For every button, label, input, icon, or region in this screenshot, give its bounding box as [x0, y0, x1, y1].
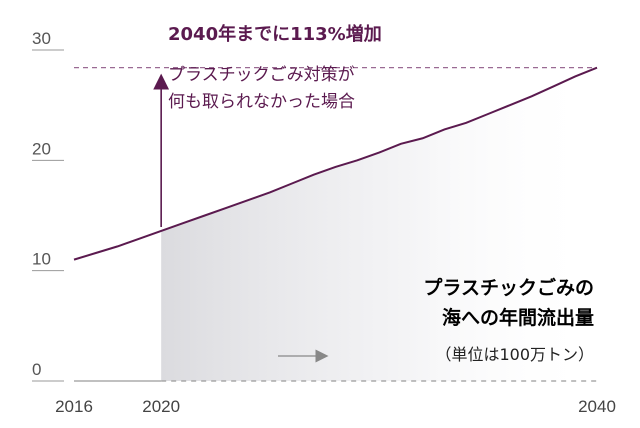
shaded-projection-region — [161, 67, 597, 382]
chart-title-line: プラスチックごみの — [423, 276, 594, 299]
y-tick-label: 0 — [32, 360, 41, 379]
data-point — [291, 183, 293, 185]
data-point — [487, 113, 489, 115]
annotation-title: 2040年までに113%増加 — [168, 23, 382, 45]
data-point — [443, 128, 445, 130]
chart-subtitle: （単位は100万トン） — [435, 345, 594, 364]
annotation-line: プラスチックごみ対策が — [168, 65, 355, 85]
data-point — [335, 166, 337, 168]
x-tick-label: 2016 — [55, 397, 93, 416]
data-point — [95, 252, 97, 254]
data-point — [465, 122, 467, 124]
data-point — [226, 207, 228, 209]
data-point — [378, 152, 380, 154]
data-point — [117, 245, 119, 247]
y-tick-label: 10 — [32, 250, 51, 269]
data-point — [138, 238, 140, 240]
y-tick-label: 20 — [32, 139, 51, 158]
series-line — [73, 66, 598, 261]
data-point — [182, 222, 184, 224]
data-point — [356, 159, 358, 161]
data-point — [400, 143, 402, 145]
data-point — [422, 137, 424, 139]
data-point — [509, 104, 511, 106]
data-point — [204, 215, 206, 217]
y-tick-label: 30 — [32, 29, 51, 48]
annotation-line: 何も取られなかった場合 — [168, 92, 355, 112]
data-point — [552, 85, 554, 87]
data-point — [160, 230, 162, 232]
x-tick-label: 2020 — [142, 397, 180, 416]
data-point — [313, 174, 315, 176]
data-point — [574, 75, 576, 77]
chart-title-line: 海への年間流出量 — [442, 306, 594, 329]
data-point — [596, 67, 598, 69]
data-point — [73, 259, 75, 261]
data-point — [531, 95, 533, 97]
data-point — [247, 199, 249, 201]
x-tick-label: 2040 — [578, 397, 616, 416]
data-point — [269, 191, 271, 193]
